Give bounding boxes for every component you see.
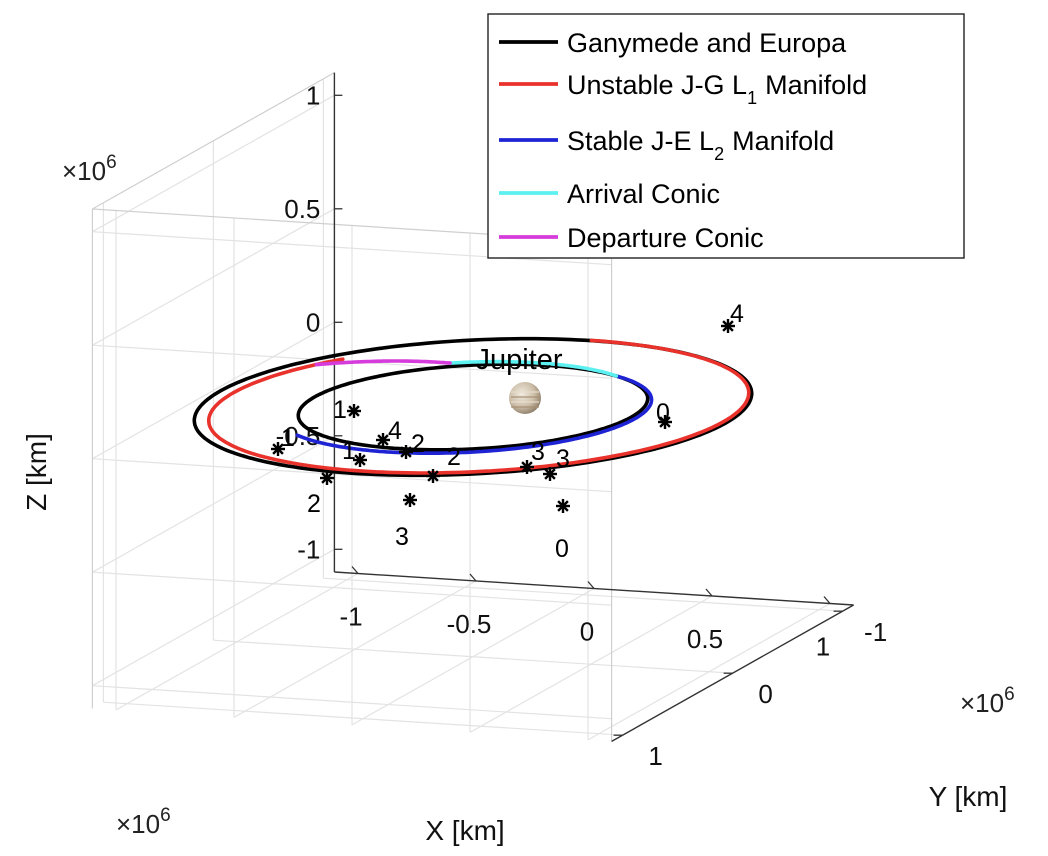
x-tick-mark xyxy=(351,566,359,574)
orbit-curves xyxy=(192,336,754,478)
trajectory-marker-label: 3 xyxy=(556,445,570,473)
legend-box xyxy=(487,13,965,259)
trajectory-marker xyxy=(427,470,439,482)
grid-line xyxy=(92,231,612,266)
trajectory-marker-label: 0 xyxy=(555,535,569,563)
axis-ticks: -1-0.500.51-1 -0.5 0 0.5 1 -101 xyxy=(276,80,888,771)
legend-entry: Stable J-E L2 Manifold xyxy=(567,126,834,164)
arrival-conic-curve xyxy=(448,359,619,378)
unstable-l1-manifold-curve xyxy=(207,338,751,475)
legend-entry: Departure Conic xyxy=(567,223,764,253)
legend: Ganymede and Europa Unstable J-G L1 Manifo… xyxy=(487,13,965,259)
trajectory-marker-label: 1 xyxy=(333,396,347,424)
y-axis-multiplier: ×106 xyxy=(960,684,1015,718)
stable-l2-manifold-curve xyxy=(295,374,654,456)
x-tick-label: -0.5 xyxy=(447,609,492,639)
trajectory-marker-label: 3 xyxy=(531,438,545,466)
trajectory-marker-label: 2 xyxy=(447,443,461,471)
z-axis-multiplier: ×106 xyxy=(62,152,117,186)
z-tick-label: -1 xyxy=(297,534,320,564)
trajectory-marker xyxy=(377,434,389,446)
x-axis-label: X [km] xyxy=(425,815,504,846)
z-tick-label: 0 xyxy=(306,307,320,337)
trajectory-marker-label: 2 xyxy=(307,490,321,518)
axis-labels: Z [km] X [km] Y [km] ×106 ×106 ×106 xyxy=(21,152,1015,846)
y-tick-label: 1 xyxy=(648,741,662,771)
grid-line xyxy=(92,685,612,720)
legend-entry: Unstable J-G L1 Manifold xyxy=(567,70,867,108)
grid-line xyxy=(92,94,335,233)
x-tick-mark xyxy=(705,588,713,597)
trajectory-marker-label: 3 xyxy=(395,523,409,551)
legend-entry: Ganymede and Europa xyxy=(567,28,847,58)
grid-line xyxy=(92,208,335,346)
trajectory-marker xyxy=(272,443,284,455)
y-axis-label: Y [km] xyxy=(929,781,1008,812)
box-edge xyxy=(92,72,335,210)
trajectory-marker xyxy=(404,494,416,506)
y-tick-label: 0 xyxy=(758,679,772,709)
grid-line xyxy=(92,571,612,606)
trajectory-marker xyxy=(722,320,734,332)
trajectory-marker-label: 0 xyxy=(656,399,670,427)
grid-line xyxy=(92,321,335,460)
trajectory-marker xyxy=(348,405,360,417)
trajectory-marker xyxy=(521,461,533,473)
trajectory-marker xyxy=(321,472,333,484)
x-tick-mark xyxy=(823,596,831,604)
y-tick-label: -1 xyxy=(864,617,887,647)
z-tick-label: 0.5 xyxy=(284,194,320,224)
x-tick-label: -1 xyxy=(339,602,362,632)
x-tick-label: 1 xyxy=(816,632,830,662)
trajectory-marker-label: 4 xyxy=(730,300,744,328)
trajectory-marker-label: 2 xyxy=(411,430,425,458)
jupiter-sphere xyxy=(509,382,541,414)
trajectory-marker xyxy=(659,416,671,428)
grid-line xyxy=(92,435,335,573)
x-tick-mark xyxy=(469,573,477,582)
trajectory-marker xyxy=(544,468,556,480)
z-tick-label: 1 xyxy=(306,80,320,110)
x-axis-multiplier: ×106 xyxy=(116,805,171,839)
jupiter-label: Jupiter xyxy=(475,344,562,376)
trajectory-marker-label: 1 xyxy=(342,437,356,465)
grid-line xyxy=(103,701,623,736)
trajectory-marker xyxy=(354,454,366,466)
grid-line xyxy=(213,639,733,674)
x-tick-label: 0 xyxy=(580,617,594,647)
departure-conic-curve xyxy=(314,359,452,367)
jupiter-body: Jupiter xyxy=(475,344,563,414)
grid-line xyxy=(323,577,843,612)
x-tick-mark xyxy=(587,581,595,589)
legend-entry: Arrival Conic xyxy=(567,179,720,209)
grid-line xyxy=(92,548,335,687)
trajectory-marker-label: 1 xyxy=(281,424,295,452)
trajectory-marker-label: 4 xyxy=(388,417,402,445)
trajectory-marker xyxy=(557,500,569,512)
z-axis-label: Z [km] xyxy=(21,433,52,511)
x-tick-label: 0.5 xyxy=(687,624,723,654)
trajectory-marker xyxy=(400,446,412,458)
grid-line xyxy=(92,458,612,493)
